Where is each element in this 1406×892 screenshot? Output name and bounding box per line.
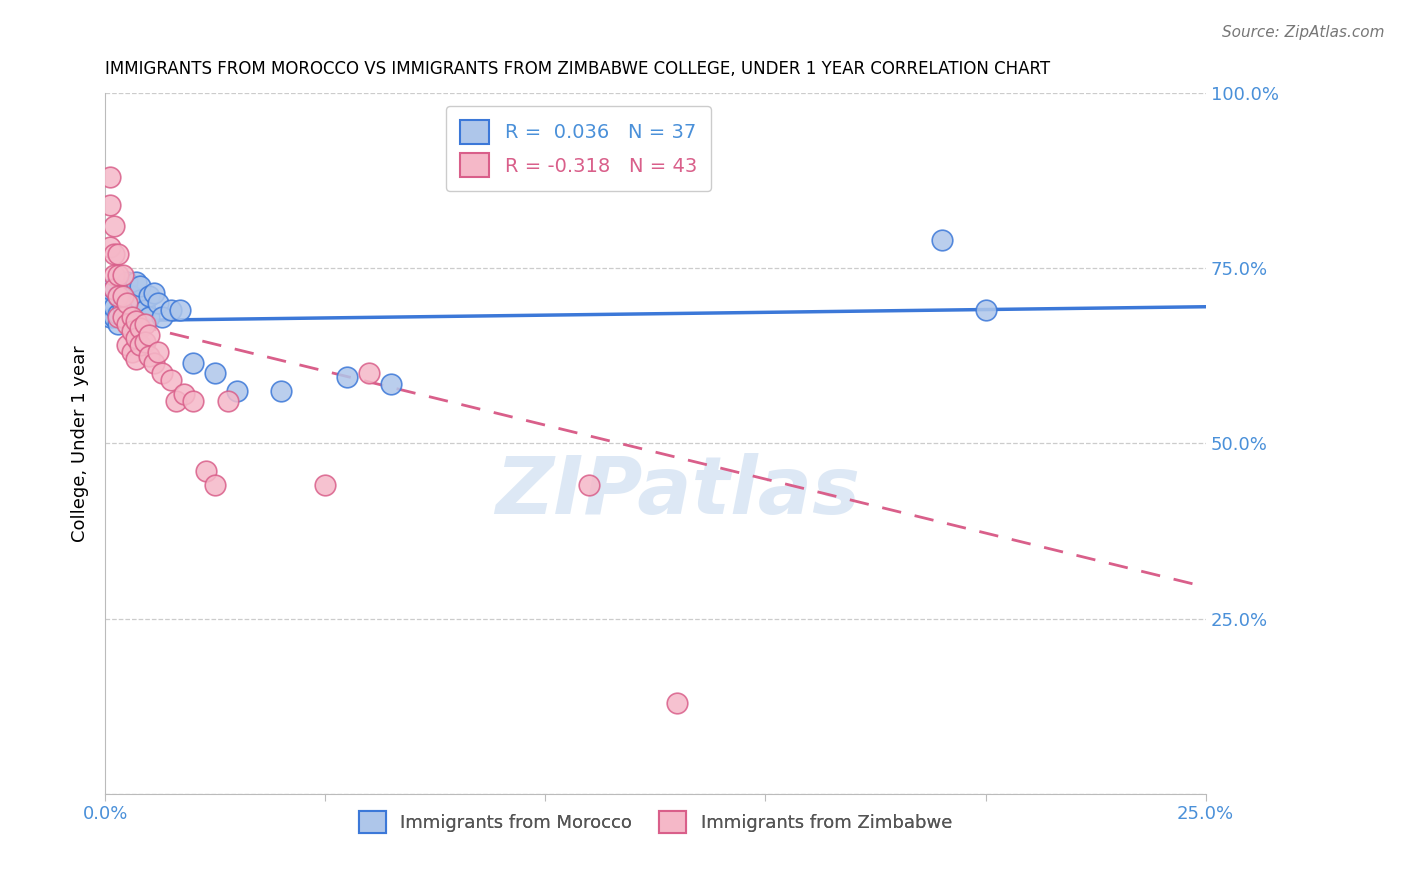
- Point: [195, 464, 218, 478]
- Point: [578, 478, 600, 492]
- Point: [142, 356, 165, 370]
- Point: [152, 366, 174, 380]
- Point: [111, 289, 134, 303]
- Point: [146, 345, 169, 359]
- Text: Source: ZipAtlas.com: Source: ZipAtlas.com: [1222, 25, 1385, 40]
- Point: [181, 356, 204, 370]
- Point: [121, 310, 143, 325]
- Point: [121, 345, 143, 359]
- Point: [138, 310, 160, 325]
- Point: [111, 310, 134, 325]
- Point: [125, 314, 148, 328]
- Point: [125, 275, 148, 289]
- Point: [359, 366, 381, 380]
- Point: [336, 369, 359, 384]
- Point: [125, 331, 148, 345]
- Point: [115, 296, 138, 310]
- Point: [111, 300, 134, 314]
- Point: [103, 219, 125, 234]
- Text: ZIPatlas: ZIPatlas: [495, 453, 860, 532]
- Point: [380, 376, 402, 391]
- Point: [931, 233, 953, 247]
- Legend: Immigrants from Morocco, Immigrants from Zimbabwe: Immigrants from Morocco, Immigrants from…: [352, 805, 959, 840]
- Point: [98, 198, 121, 212]
- Point: [138, 289, 160, 303]
- Point: [121, 289, 143, 303]
- Point: [125, 310, 148, 325]
- Point: [107, 307, 129, 321]
- Point: [107, 318, 129, 332]
- Point: [103, 268, 125, 283]
- Y-axis label: College, Under 1 year: College, Under 1 year: [72, 345, 89, 541]
- Point: [115, 296, 138, 310]
- Point: [666, 696, 689, 710]
- Point: [98, 310, 121, 325]
- Point: [121, 324, 143, 338]
- Point: [217, 394, 239, 409]
- Point: [103, 282, 125, 296]
- Point: [181, 394, 204, 409]
- Point: [115, 275, 138, 289]
- Point: [142, 285, 165, 300]
- Point: [115, 318, 138, 332]
- Point: [173, 387, 195, 401]
- Point: [974, 303, 997, 318]
- Point: [111, 268, 134, 283]
- Point: [98, 240, 121, 254]
- Point: [129, 338, 152, 352]
- Point: [103, 310, 125, 325]
- Point: [204, 366, 226, 380]
- Point: [169, 303, 191, 318]
- Text: IMMIGRANTS FROM MOROCCO VS IMMIGRANTS FROM ZIMBABWE COLLEGE, UNDER 1 YEAR CORREL: IMMIGRANTS FROM MOROCCO VS IMMIGRANTS FR…: [105, 60, 1050, 78]
- Point: [129, 293, 152, 307]
- Point: [107, 247, 129, 261]
- Point: [129, 278, 152, 293]
- Point: [107, 289, 129, 303]
- Point: [160, 303, 183, 318]
- Point: [121, 310, 143, 325]
- Point: [115, 338, 138, 352]
- Point: [98, 296, 121, 310]
- Point: [134, 303, 156, 318]
- Point: [103, 247, 125, 261]
- Point: [125, 296, 148, 310]
- Point: [107, 289, 129, 303]
- Point: [107, 310, 129, 325]
- Point: [146, 296, 169, 310]
- Point: [125, 352, 148, 367]
- Point: [107, 268, 129, 283]
- Point: [115, 310, 138, 325]
- Point: [98, 170, 121, 185]
- Point: [152, 310, 174, 325]
- Point: [129, 320, 152, 334]
- Point: [165, 394, 187, 409]
- Point: [138, 349, 160, 363]
- Point: [134, 334, 156, 349]
- Point: [98, 282, 121, 296]
- Point: [204, 478, 226, 492]
- Point: [103, 300, 125, 314]
- Point: [314, 478, 336, 492]
- Point: [160, 373, 183, 387]
- Point: [134, 318, 156, 332]
- Point: [226, 384, 249, 398]
- Point: [138, 327, 160, 342]
- Point: [111, 282, 134, 296]
- Point: [103, 282, 125, 296]
- Point: [270, 384, 292, 398]
